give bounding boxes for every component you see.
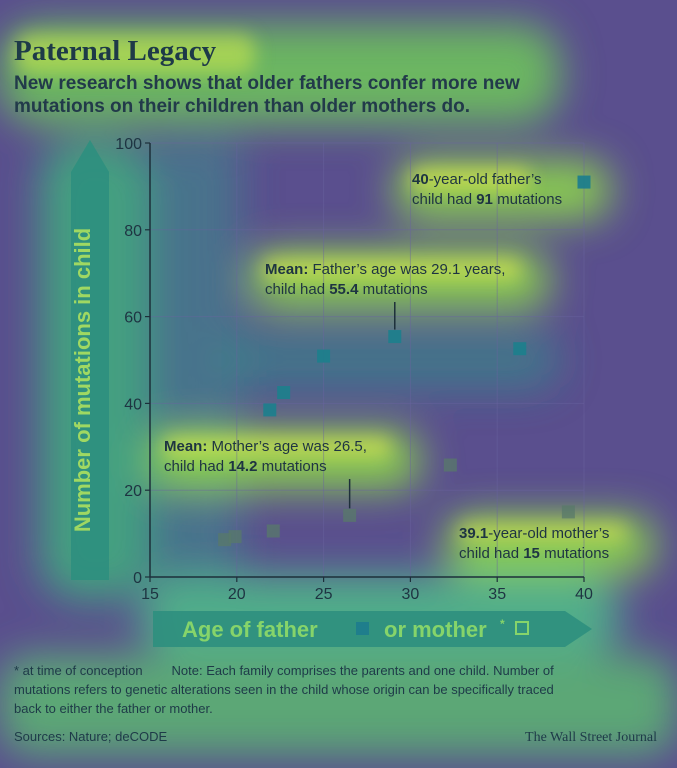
annotation-text-segment: Mean: <box>265 261 308 278</box>
footnote-line2: mutations refers to genetic alterations … <box>14 682 554 697</box>
annotation-text-segment: child had <box>164 458 228 475</box>
father-data-point <box>263 403 277 417</box>
annotation-text-segment: 14.2 <box>228 458 257 475</box>
y-tick-label: 100 <box>115 136 142 153</box>
annotation-text-segment: 15 <box>523 545 540 562</box>
chart-title: Paternal Legacy <box>14 35 217 67</box>
mother-data-point <box>228 530 242 544</box>
annotation-leaders <box>348 302 396 509</box>
annotation-text-segment: -year-old mother’s <box>488 525 609 542</box>
y-tick-label: 80 <box>124 223 142 240</box>
x-tick-label: 15 <box>141 586 159 603</box>
annotation-text-segment: Mean: <box>164 438 207 455</box>
annotation-text-segment: mutations <box>540 545 609 562</box>
y-tick-label: 0 <box>133 570 142 587</box>
heat-highlight-layer <box>15 34 628 542</box>
x-tick-label: 30 <box>402 586 420 603</box>
father-data-point <box>513 342 527 356</box>
annotation-text-segment: Mother’s age was 26.5, <box>207 438 367 455</box>
sources-line: Sources: Nature; deCODE <box>14 729 168 744</box>
father-legend-swatch <box>356 622 369 635</box>
y-tick-label: 40 <box>124 396 142 413</box>
x-tick-label: 35 <box>488 586 506 603</box>
annotation-text-segment: 55.4 <box>329 281 359 298</box>
axes <box>145 142 585 582</box>
x-axis-arrow: Age of father or mother * <box>153 611 592 647</box>
x-axis-label-father: Age of father <box>182 617 318 642</box>
data-points <box>218 175 591 547</box>
annotation-ammean: Mean: Mother’s age was 26.5, child had 14… <box>164 438 367 475</box>
annotation-text-segment: child had <box>412 191 476 208</box>
annotation-text-segment: Father’s age was 29.1 years, <box>308 261 505 278</box>
annotation-text-segment: mutations <box>257 458 326 475</box>
father-data-point <box>317 349 331 363</box>
mother-data-point <box>218 533 232 547</box>
x-tick-label: 25 <box>315 586 333 603</box>
x-axis-label-mother: or mother <box>384 617 487 642</box>
chart-subtitle-line1: New research shows that older fathers co… <box>14 73 520 94</box>
mother-legend-swatch <box>515 621 529 635</box>
annotation-text-segment: 39.1 <box>459 525 488 542</box>
mother-data-point <box>343 508 357 522</box>
publication-credit: The Wall Street Journal <box>525 730 657 745</box>
mother-data-point <box>443 458 457 472</box>
annotation-text-segment: mutations <box>358 281 427 298</box>
annotation-a40: 40-year-old father’s child had 91 mutatio… <box>412 171 562 208</box>
mother-data-point <box>561 505 575 519</box>
annotation-text-segment: -year-old father’s <box>429 171 542 188</box>
annotation-text-segment: 40 <box>412 171 429 188</box>
annotations: 40-year-old father’s child had 91 mutatio… <box>164 171 609 562</box>
father-data-point <box>277 386 291 400</box>
y-tick-label: 60 <box>124 310 142 327</box>
annotation-text-segment: child had <box>265 281 329 298</box>
footnote-line3: back to either the father or mother. <box>14 701 213 716</box>
gridlines <box>150 142 585 577</box>
annotation-text-segment: 91 <box>476 191 493 208</box>
y-axis-label: Number of mutations in child <box>70 228 95 532</box>
y-tick-label: 20 <box>124 483 142 500</box>
father-data-point <box>577 175 591 189</box>
x-axis-asterisk: * <box>500 617 505 631</box>
footnote-line1: * at time of conception Note: Each famil… <box>14 663 554 678</box>
father-data-point <box>388 330 402 344</box>
annotation-afmean: Mean: Father’s age was 29.1 years, child … <box>265 261 505 298</box>
mother-data-point <box>266 524 280 538</box>
y-axis-arrow: Number of mutations in child <box>70 140 109 580</box>
annotation-a39: 39.1-year-old mother’s child had 15 mutat… <box>459 525 609 562</box>
annotation-text-segment: child had <box>459 545 523 562</box>
tick-labels: 0 20 40 60 80 100 15 20 25 30 35 40 <box>115 136 593 603</box>
x-tick-label: 40 <box>575 586 593 603</box>
x-tick-label: 20 <box>228 586 246 603</box>
annotation-text-segment: mutations <box>493 191 562 208</box>
chart-subtitle-line2: mutations on their children than older m… <box>14 96 470 117</box>
